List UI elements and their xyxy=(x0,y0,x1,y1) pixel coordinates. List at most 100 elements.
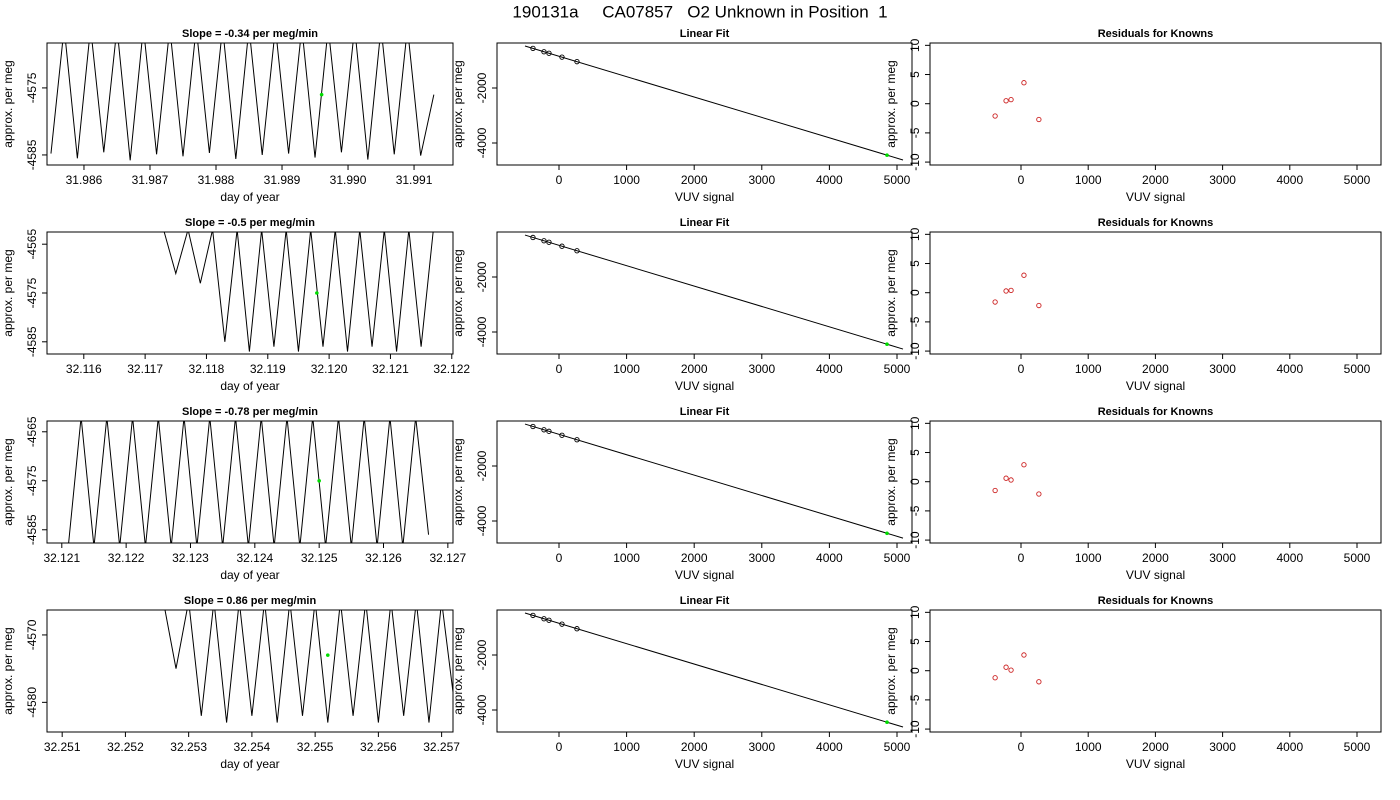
x-tick-label: 1000 xyxy=(613,173,640,187)
plot-area xyxy=(992,462,1042,497)
x-tick-label: 0 xyxy=(556,173,563,187)
x-tick-label: 32.125 xyxy=(301,551,338,565)
x-tick-label: 32.127 xyxy=(430,551,467,565)
x-tick-label: 31.986 xyxy=(66,173,103,187)
panel-title: Linear Fit xyxy=(680,595,730,607)
x-tick-label: 4000 xyxy=(1276,173,1303,187)
y-axis-label: approx. per meg xyxy=(1,438,15,525)
point xyxy=(1003,664,1009,670)
point xyxy=(530,612,536,619)
x-tick-label: 31.990 xyxy=(330,173,367,187)
x-tick-label: 2000 xyxy=(1142,551,1169,565)
y-tick-label: -5 xyxy=(908,505,922,516)
point xyxy=(1021,652,1027,658)
x-axis-label: day of year xyxy=(220,757,279,771)
x-tick-label: 0 xyxy=(1018,551,1025,565)
y-tick-label: -4000 xyxy=(475,694,489,725)
x-tick-label: 32.256 xyxy=(360,740,397,754)
y-tick-label: -10 xyxy=(908,720,922,738)
x-tick-label: 5000 xyxy=(884,551,911,565)
x-tick-label: 5000 xyxy=(884,173,911,187)
point xyxy=(992,675,998,681)
data-line xyxy=(68,421,430,543)
point xyxy=(559,243,565,249)
point xyxy=(530,45,536,52)
panel-title: Slope = 0.86 per meg/min xyxy=(184,595,317,607)
plot-frame xyxy=(929,231,1382,355)
point xyxy=(1008,477,1014,483)
y-axis-label: approx. per meg xyxy=(451,60,465,147)
x-tick-label: 32.119 xyxy=(250,362,286,376)
x-tick-label: 4000 xyxy=(1276,740,1303,754)
plot-frame xyxy=(929,609,1382,733)
y-tick-label: 5 xyxy=(908,449,922,456)
y-tick-label: 0 xyxy=(908,289,922,296)
panel-title: Residuals for Knowns xyxy=(1098,217,1214,229)
point xyxy=(1036,116,1042,123)
x-tick-label: 2000 xyxy=(681,551,708,565)
x-tick-label: 0 xyxy=(1018,173,1025,187)
y-tick-label: -2000 xyxy=(475,639,489,670)
x-tick-label: 32.122 xyxy=(433,362,470,376)
x-tick-label: 31.987 xyxy=(132,173,169,187)
x-tick-label: 5000 xyxy=(1344,740,1371,754)
data-line xyxy=(164,610,453,723)
unknown-point xyxy=(319,92,324,97)
x-tick-label: 3000 xyxy=(1209,362,1236,376)
y-tick-label: 0 xyxy=(908,667,922,674)
y-axis-label: approx. per meg xyxy=(451,438,465,525)
panel-title: Slope = -0.5 per meg/min xyxy=(185,217,315,229)
plot-frame xyxy=(46,42,454,166)
plot-area xyxy=(992,80,1042,123)
unknown-point xyxy=(885,720,889,725)
point xyxy=(559,432,565,438)
point xyxy=(1021,272,1027,278)
panel-title: Linear Fit xyxy=(680,217,730,229)
point xyxy=(559,621,565,627)
point xyxy=(992,487,998,494)
x-tick-label: 32.120 xyxy=(311,362,348,376)
y-tick-label: -5 xyxy=(908,316,922,327)
point xyxy=(541,427,547,433)
point xyxy=(1008,667,1014,673)
point xyxy=(559,54,565,60)
x-tick-label: 2000 xyxy=(681,362,708,376)
x-tick-label: 32.121 xyxy=(372,362,409,376)
plot-frame xyxy=(46,420,454,544)
plot-frame xyxy=(496,420,913,544)
plot-area xyxy=(164,610,453,723)
fit-line xyxy=(524,45,904,161)
x-tick-label: 32.126 xyxy=(365,551,402,565)
point xyxy=(574,626,580,632)
y-tick-label: -4585 xyxy=(25,139,39,170)
point xyxy=(574,59,580,65)
unknown-point xyxy=(885,342,889,347)
y-axis-label: approx. per meg xyxy=(1,627,15,714)
x-tick-label: 3000 xyxy=(748,173,775,187)
point xyxy=(541,238,547,244)
y-axis-label: approx. per meg xyxy=(884,249,898,336)
x-axis-label: VUV signal xyxy=(1126,757,1185,771)
point xyxy=(574,437,580,443)
data-line xyxy=(50,43,435,161)
y-axis-label: approx. per meg xyxy=(1,60,15,147)
x-tick-label: 32.255 xyxy=(297,740,334,754)
x-tick-label: 31.989 xyxy=(264,173,301,187)
x-tick-label: 32.121 xyxy=(43,551,80,565)
x-tick-label: 5000 xyxy=(1344,362,1371,376)
x-axis-label: day of year xyxy=(220,190,279,204)
point xyxy=(1003,98,1009,104)
x-tick-label: 5000 xyxy=(1344,551,1371,565)
y-tick-label: -4565 xyxy=(25,416,39,447)
x-tick-label: 0 xyxy=(1018,740,1025,754)
y-tick-label: 5 xyxy=(908,638,922,645)
x-tick-label: 0 xyxy=(1018,362,1025,376)
x-tick-label: 1000 xyxy=(613,362,640,376)
x-tick-label: 1000 xyxy=(613,740,640,754)
x-tick-label: 1000 xyxy=(1075,362,1102,376)
point xyxy=(992,299,998,305)
x-tick-label: 2000 xyxy=(1142,362,1169,376)
x-tick-label: 32.122 xyxy=(108,551,145,565)
y-tick-label: -10 xyxy=(908,342,922,360)
x-tick-label: 5000 xyxy=(884,740,911,754)
